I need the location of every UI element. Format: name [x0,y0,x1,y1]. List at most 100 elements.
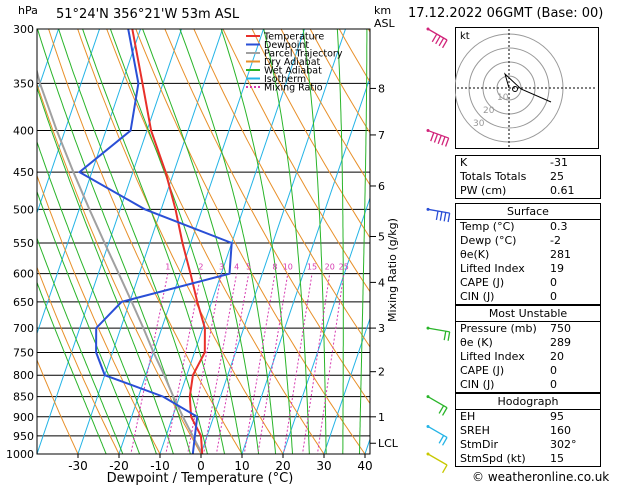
dry-adiabat-line [37,358,79,454]
pressure-tick-label: 950 [13,430,34,443]
surface-row: θe(K) 281 [460,248,571,261]
surface-row: CAPE (J) 0 [460,276,557,289]
most-unstable-row: Lifted Index 20 [460,350,564,363]
isotherm-line [159,29,306,454]
mixing-ratio-line [257,273,289,454]
temperature-profile [131,29,206,454]
legend-label: Dry Adiabat [264,57,321,68]
wet-adiabat-line [109,29,243,454]
wet-adiabat-line [220,29,294,454]
credit-text: © weatheronline.co.uk [472,470,610,484]
wet-adiabat-line [179,29,277,454]
mixing-ratio-axis-title: Mixing Ratio (g/kg) [386,218,399,322]
height-tick-label: 5 [378,230,385,243]
pressure-tick-label: 1000 [6,448,34,461]
temperature-tick-label: 0 [197,459,205,473]
mixing-ratio-line [243,273,276,454]
pressure-tick-label: 600 [13,268,34,281]
forecast-datetime: 17.12.2022 06GMT (Base: 00) [408,6,604,21]
most-unstable-row: CAPE (J) 0 [460,364,557,377]
hodograph-trace [504,72,552,103]
hodograph-ring-label-10: 10 [497,93,509,103]
wind-barb [426,326,451,341]
isotherm-line [241,75,370,454]
wet-adiabat-line [336,29,344,454]
hpa-label: hPa [18,4,38,17]
temperature-tick-label: 10 [234,459,249,473]
dry-adiabat-line [135,29,366,454]
height-tick-label: 8 [378,82,385,95]
hodograph-table: Hodograph EH 95 SREH 160 StmDir 302° StmSpd… [455,393,601,467]
legend-label: Isotherm [264,74,306,85]
surface-row: CIN (J) 0 [460,290,557,303]
mixing-ratio-label: 3 [219,263,224,272]
km-label: km [374,4,391,17]
mixing-ratio-line [316,273,345,454]
pressure-tick-label: 850 [13,391,34,404]
height-tick-label: 3 [378,322,385,335]
mixing-ratio-label: 25 [339,263,349,272]
mixing-ratio-line [203,273,238,454]
mixing-ratio-line [130,273,169,454]
profile-lines [37,29,233,454]
hodograph-table-row: StmSpd (kt) 15 [460,452,564,465]
hodograph-ring-label-20: 20 [483,106,495,116]
height-axis: 8 7 6 5 4 3 2 1 LCL [370,82,399,450]
dewpoint-profile [77,29,233,454]
legend-label: Wet Adiabat [264,66,322,77]
pressure-tick-label: 450 [13,166,34,179]
wind-barbs [426,27,451,474]
mixing-ratio-line [215,273,250,454]
most-unstable-panel: Most Unstable Pressure (mb) 750 θe (K) 289… [455,305,601,393]
height-tick-label: 6 [378,180,385,193]
dry-adiabat-line [37,82,202,454]
wet-adiabat-line [302,29,327,454]
pressure-tick-label: 400 [13,125,34,138]
dry-adiabat-line [193,29,370,348]
wet-adiabat-line [37,86,174,454]
wet-adiabat-line [142,29,260,454]
dry-adiabat-line [37,174,161,454]
legend-label: Mixing Ratio [264,83,323,94]
mixing-ratio-label: 5 [246,263,251,272]
mixing-ratio-label: 10 [283,263,293,272]
pressure-tick-label: 800 [13,369,34,382]
wind-barb [426,424,448,446]
legend-label: Dewpoint [264,40,309,51]
most-unstable-title: Most Unstable [456,306,600,322]
mixing-ratio-labels: 1 2 3 4 5 8 10 15 20 25 [165,263,349,272]
legend-label: Parcel Trajectory [264,49,343,60]
wind-barb [426,452,448,474]
wet-adiabat-line [58,29,209,454]
hodograph: kt 10 20 30 [455,27,599,149]
asl-label: ASL [374,17,396,30]
hodograph-storm-marker [512,86,518,92]
mixing-ratio-line [301,273,331,454]
surface-panel: Surface Temp (°C) 0.3 Dewp (°C) -2 θe(K) 28… [455,203,601,305]
x-axis-title: Dewpoint / Temperature (°C) [107,471,294,486]
wet-adiabat-line [37,190,141,454]
pressure-tick-label: 500 [13,203,34,216]
pressure-tick-label: 350 [13,77,34,90]
surface-row: Temp (°C) 0.3 [460,220,568,233]
height-tick-label: LCL [378,437,399,450]
index-row-k: K -31 [460,156,568,169]
mixing-ratio-label: 1 [165,263,170,272]
wet-adiabat-line [37,236,124,454]
dry-adiabat-line [222,29,370,293]
hodograph-ring-label-30: 30 [473,119,485,129]
background-grid [37,29,370,454]
mixing-ratio-line [283,273,313,454]
most-unstable-row: θe (K) 289 [460,336,571,349]
hodograph-table-row: StmDir 302° [460,438,577,451]
isotherm-line [200,29,347,454]
mixing-ratio-line [187,273,222,454]
wet-adiabat-line [263,29,310,454]
index-row-pw: PW (cm) 0.61 [460,184,575,197]
height-tick-label: 1 [378,411,385,424]
hodograph-table-row: SREH 160 [460,424,571,437]
indices-panel: K -31 Totals Totals 25 PW (cm) 0.61 [455,155,601,199]
temperature-tick-label: 30 [316,459,331,473]
